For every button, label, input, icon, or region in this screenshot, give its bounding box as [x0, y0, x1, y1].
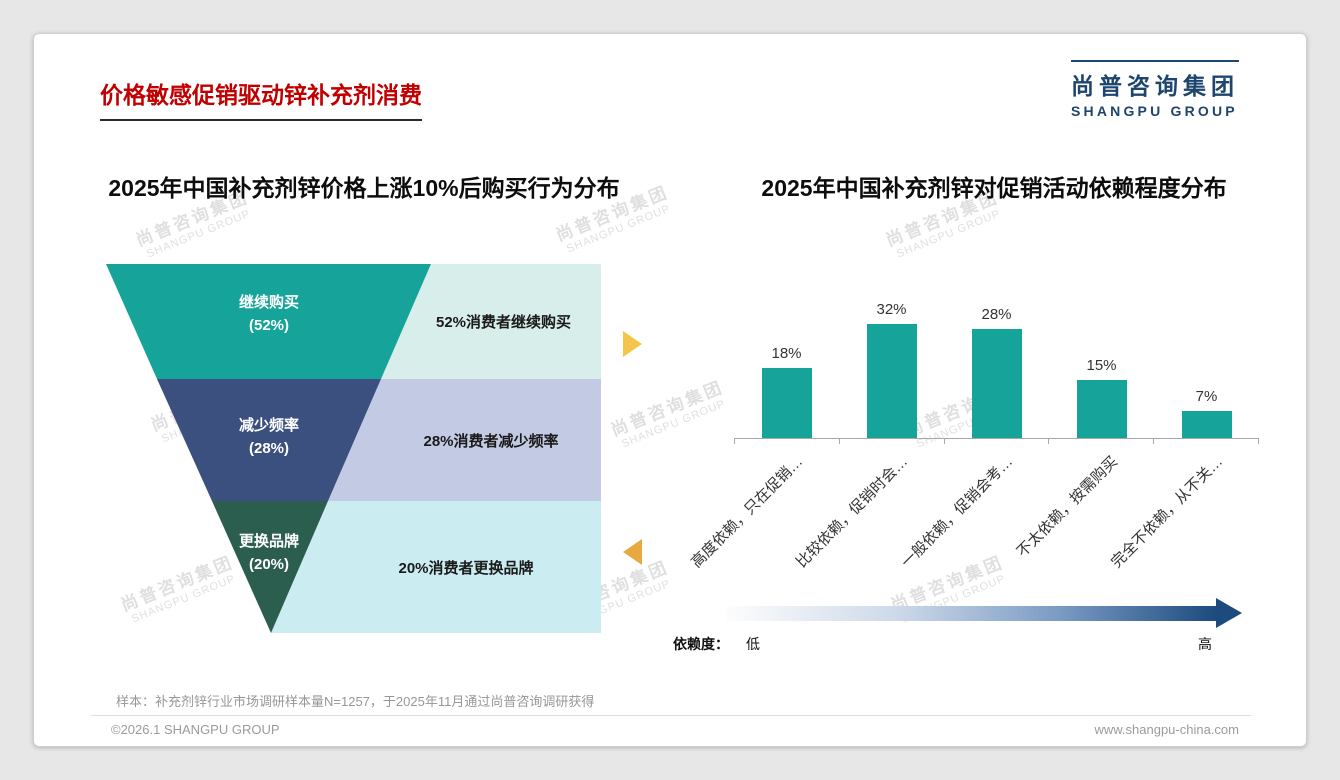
axis-tick [1154, 438, 1259, 444]
content-layer: 价格敏感促销驱动锌补充剂消费 尚普咨询集团 SHANGPU GROUP 2025… [34, 34, 1306, 746]
bar-chart: 18% 32% 28% 15% 7% [734, 301, 1259, 438]
footer-copyright: ©2026.1 SHANGPU GROUP [111, 722, 280, 737]
funnel-chart: 继续购买 (52%) 减少频率 (28%) 更换品牌 (20%) 52%消费者继… [106, 264, 601, 633]
funnel-annotation-bg-2 [328, 379, 601, 501]
logo-chinese-text: 尚普咨询集团 [1071, 73, 1239, 99]
page-title: 价格敏感促销驱动锌补充剂消费 [100, 76, 422, 121]
stage-pct: (28%) [248, 440, 289, 458]
funnel-annotation-2: 28%消费者减少频率 [423, 432, 559, 450]
bar-value-label: 28% [981, 305, 1012, 323]
axis-tick [945, 438, 1050, 444]
x-axis-label: 高度依赖，只在促销… [688, 453, 807, 572]
bar [1181, 410, 1232, 438]
stage-name: 继续购买 [238, 294, 299, 311]
bar-value-label: 7% [1195, 387, 1218, 405]
funnel-annotation-3: 20%消费者更换品牌 [398, 559, 534, 577]
stage-pct: (52%) [248, 317, 289, 335]
funnel-stage-label-1: 继续购买 (52%) [169, 291, 369, 338]
bar [971, 328, 1022, 438]
bar-column: 18% [734, 301, 839, 438]
logo-english-text: SHANGPU GROUP [1071, 103, 1238, 119]
funnel-stage-label-3: 更换品牌 (20%) [169, 530, 369, 577]
dependency-low-label: 低 [746, 636, 760, 652]
stage-name: 减少频率 [238, 417, 299, 434]
axis-tick [734, 438, 840, 444]
x-axis-label: 不太依赖，按需购买 [1013, 453, 1122, 561]
x-axis-label: 比较依赖，促销时会… [793, 453, 912, 572]
footer-website: www.shangpu-china.com [1094, 722, 1239, 737]
bar-value-label: 18% [771, 344, 802, 362]
right-arrow-icon [623, 331, 642, 357]
dependency-gradient-bar [726, 606, 1216, 621]
bar [1076, 379, 1127, 438]
funnel-annotation-1: 52%消费者继续购买 [435, 314, 572, 331]
bar [866, 324, 917, 438]
funnel-segment-1 [106, 264, 431, 379]
x-axis-ticks [734, 438, 1259, 444]
bar [761, 367, 812, 438]
dependency-arrowhead-icon [1216, 598, 1242, 628]
x-axis-label: 一般依赖，促销会考… [898, 453, 1017, 572]
funnel-annotation-bg-3 [271, 501, 601, 633]
bar-column: 15% [1049, 301, 1154, 438]
dependency-axis-label: 依赖度： [673, 636, 729, 652]
stage-name: 更换品牌 [238, 533, 299, 550]
x-axis-label: 完全不依赖，从不关… [1108, 453, 1227, 572]
bar-column: 32% [839, 301, 944, 438]
funnel-stage-label-2: 减少频率 (28%) [169, 414, 369, 461]
stage-pct: (20%) [248, 556, 289, 574]
left-arrow-icon [623, 539, 642, 565]
sample-footnote: 样本：补充剂锌行业市场调研样本量N=1257，于2025年11月通过尚普咨询调研… [116, 694, 595, 709]
axis-tick [1049, 438, 1155, 444]
bar-column: 7% [1154, 301, 1259, 438]
footer-divider [91, 715, 1251, 716]
dependency-high-label: 高 [1198, 636, 1212, 652]
bar-chart-title: 2025年中国补充剂锌对促销活动依赖程度分布 [761, 175, 1227, 201]
bar-column: 28% [944, 301, 1049, 438]
axis-tick [840, 438, 945, 444]
x-axis-line [734, 438, 1259, 439]
bar-value-label: 32% [876, 301, 907, 318]
funnel-chart-title: 2025年中国补充剂锌价格上涨10%后购买行为分布 [108, 175, 620, 201]
bar-value-label: 15% [1086, 356, 1117, 374]
slide: 尚普咨询集团 SHANGPU GROUP 尚普咨询集团 SHANGPU GROUP 尚普… [33, 33, 1307, 747]
company-logo: 尚普咨询集团 SHANGPU GROUP [1071, 60, 1239, 119]
